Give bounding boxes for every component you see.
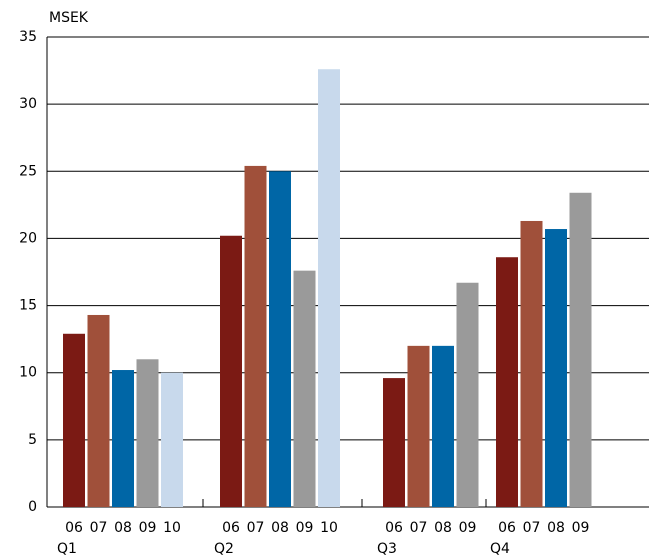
bar [432,345,454,507]
y-tick-label: 25 [19,163,37,179]
x-tick-label: Q3 [377,541,397,557]
y-tick-label: 30 [19,96,37,112]
series-label: 07 [90,520,108,536]
bar [269,171,291,508]
series-label: 06 [222,520,240,536]
series-label: 06 [65,520,83,536]
series-label: 09 [139,520,157,536]
y-axis-label: MSEK [49,10,89,26]
bar [87,314,110,507]
series-label: 07 [410,520,428,536]
y-tick-label: 35 [19,29,37,45]
series-label: 07 [523,520,541,536]
bar [569,192,592,507]
series-label: 06 [385,520,403,536]
y-tick-label: 10 [19,365,37,381]
bar [407,345,430,507]
series-label: 08 [434,520,452,536]
series-label: 08 [547,520,565,536]
series-label: 10 [320,520,338,536]
series-label: 09 [459,520,477,536]
bar [545,229,567,507]
bar [293,270,316,507]
series-label: 08 [271,520,289,536]
bar [244,165,267,507]
x-tick-label: Q1 [57,541,77,557]
bar [383,378,405,507]
y-tick-label: 15 [19,298,37,314]
series-label: 10 [163,520,181,536]
y-tick-label: 0 [28,499,37,515]
series-label: 09 [296,520,314,536]
series-label: 09 [572,520,590,536]
series-label: 07 [247,520,265,536]
x-tick-label: Q4 [490,541,510,557]
bar [496,257,518,507]
series-label: 08 [114,520,132,536]
bar [318,69,340,507]
bar [63,333,85,507]
bar [112,370,134,507]
x-tick-label: Q2 [214,541,234,557]
bar [161,372,183,507]
bar [136,359,159,507]
bar [456,282,479,507]
bar [520,220,543,507]
y-tick-label: 5 [28,432,37,448]
y-tick-label: 20 [19,230,37,246]
bar [220,235,242,507]
series-label: 06 [498,520,516,536]
